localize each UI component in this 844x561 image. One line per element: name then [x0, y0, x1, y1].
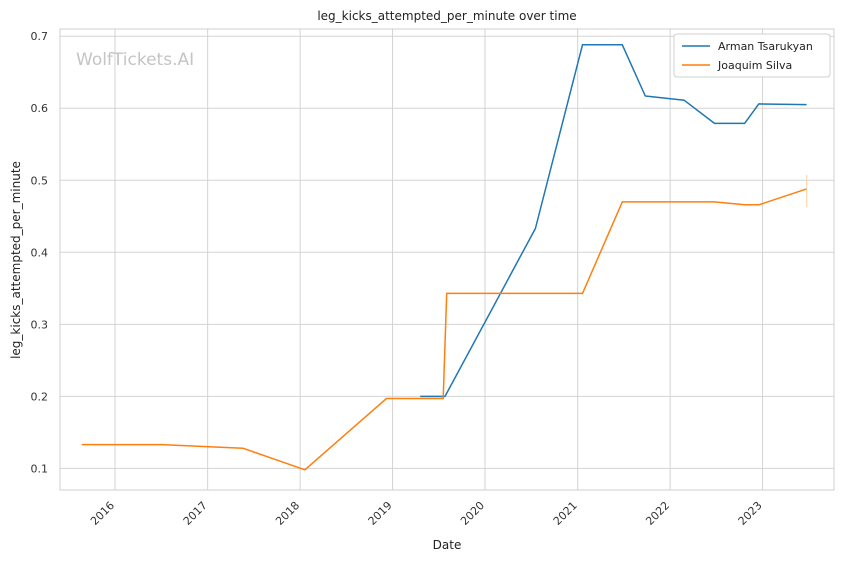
y-tick-label: 0.6: [31, 102, 49, 115]
series-lines: [81, 44, 808, 471]
y-tick-label: 0.7: [31, 30, 49, 43]
y-tick-label: 0.4: [31, 246, 49, 259]
y-tick-label: 0.1: [31, 462, 49, 475]
x-axis-label: Date: [433, 538, 462, 552]
watermark: WolfTickets.AI: [76, 50, 194, 70]
y-tick-label: 0.2: [31, 390, 49, 403]
y-tick-label: 0.3: [31, 318, 49, 331]
grid: [60, 29, 834, 490]
series-line-joaquim-silva: [81, 188, 807, 471]
plot-frame: [59, 28, 835, 491]
chart-title: leg_kicks_attempted_per_minute over time: [317, 9, 576, 23]
legend-label-joaquim-silva: Joaquim Silva: [717, 59, 792, 72]
legend-label-arman-tsarukyan: Arman Tsarukyan: [718, 40, 813, 53]
y-axis-label: leg_kicks_attempted_per_minute: [9, 161, 23, 359]
y-axis-ticks: 0.1 0.2 0.3 0.4 0.5 0.6 0.7: [31, 30, 49, 475]
y-tick-label: 0.5: [31, 174, 49, 187]
legend: Arman Tsarukyan Joaquim Silva: [673, 33, 831, 78]
legend-box: [673, 33, 831, 78]
series-line-arman-tsarukyan: [420, 44, 807, 398]
